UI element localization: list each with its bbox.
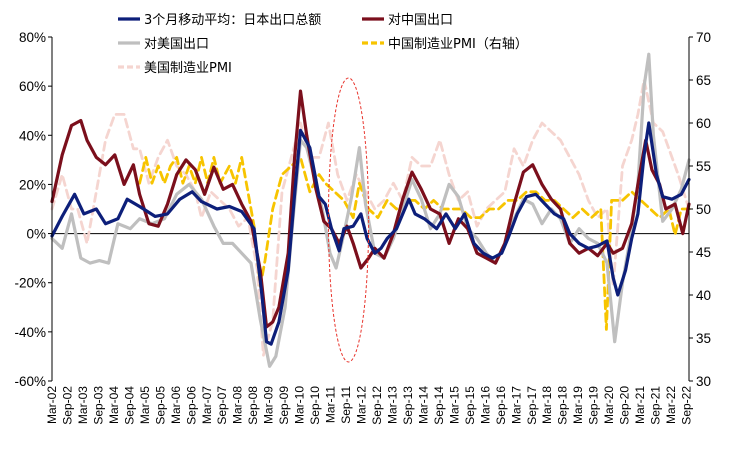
right-tick-label: 60 — [696, 116, 711, 131]
left-tick-label: -60% — [14, 374, 46, 389]
x-tick-label: Sep-16 — [494, 386, 508, 425]
x-tick-label: Mar-08 — [231, 386, 245, 424]
x-tick-label: Mar-04 — [107, 386, 121, 424]
x-tick-label: Sep-11 — [339, 386, 353, 424]
left-tick-label: 20% — [19, 177, 46, 192]
x-tick-label: Mar-03 — [76, 386, 90, 424]
x-tick-label: Sep-15 — [463, 386, 477, 425]
highlight-ellipse — [327, 77, 370, 363]
x-tick-label: Mar-09 — [262, 386, 276, 424]
x-tick-label: Mar-22 — [664, 386, 678, 424]
x-tick-label: Mar-14 — [416, 386, 430, 424]
x-tick-label: Mar-20 — [602, 386, 616, 424]
highlight-layer — [327, 77, 370, 363]
x-tick-label: Sep-08 — [246, 386, 260, 425]
x-tick-label: Sep-21 — [649, 386, 663, 425]
series-layer — [50, 52, 691, 368]
left-tick-label: -20% — [14, 276, 46, 291]
x-tick-label: Mar-17 — [509, 386, 523, 424]
x-tick-label: Sep-02 — [61, 386, 75, 425]
x-tick-label: Sep-09 — [277, 386, 291, 425]
x-tick-label: Mar-10 — [293, 386, 307, 424]
legend-label-2: 对美国出口 — [144, 37, 209, 52]
x-tick-label: Mar-15 — [447, 386, 461, 424]
x-tick-label: Mar-21 — [633, 386, 647, 424]
axis-layer: 80% 60% 40% 20% 0% -20% -40% -60% 70 65 60 55 50 45 40… — [14, 30, 711, 425]
series-line-3 — [138, 156, 691, 331]
legend-label-4: 美国制造业PMI — [144, 61, 232, 76]
x-tick-label: Mar-02 — [45, 386, 59, 424]
x-tick-label: Sep-12 — [370, 386, 384, 425]
x-tick-label: Sep-10 — [308, 386, 322, 425]
x-tick-label: Sep-06 — [184, 386, 198, 425]
x-tick-label: Mar-12 — [355, 386, 369, 424]
legend-label-3: 中国制造业PMI（右轴） — [388, 37, 528, 52]
x-tick-label: Mar-13 — [386, 386, 400, 424]
x-tick-label: Sep-17 — [525, 386, 539, 425]
x-tick-label: Mar-19 — [571, 386, 585, 424]
x-tick-label: Sep-19 — [587, 386, 601, 425]
x-tick-label: Sep-13 — [401, 386, 415, 425]
x-tick-label: Sep-18 — [556, 386, 570, 425]
series-line-4 — [50, 78, 691, 357]
series-line-0 — [50, 121, 691, 346]
x-tick-label: Mar-11 — [324, 386, 338, 423]
x-tick-label: Mar-18 — [540, 386, 554, 424]
x-tick-label: Sep-05 — [153, 386, 167, 425]
x-tick-label: Sep-14 — [432, 386, 446, 425]
left-tick-label: 0% — [26, 227, 46, 242]
x-tick-label: Mar-05 — [138, 386, 152, 424]
x-tick-label: Sep-22 — [680, 386, 694, 425]
left-tick-label: -40% — [14, 325, 46, 340]
right-tick-label: 65 — [696, 73, 711, 88]
right-tick-label: 70 — [696, 30, 711, 45]
x-tick-label: Sep-03 — [91, 386, 105, 425]
left-tick-label: 40% — [19, 128, 46, 143]
x-tick-label: Mar-16 — [478, 386, 492, 424]
right-tick-label: 55 — [696, 159, 711, 174]
right-tick-label: 50 — [696, 202, 711, 217]
x-tick-label: Sep-07 — [215, 386, 229, 425]
x-tick-label: Mar-07 — [200, 386, 214, 424]
x-tick-label: Sep-20 — [618, 386, 632, 425]
right-tick-label: 35 — [696, 331, 711, 346]
x-tick-label: Sep-04 — [122, 386, 136, 425]
legend-label-1: 对中国出口 — [388, 13, 453, 28]
left-tick-label: 80% — [19, 30, 46, 45]
x-tick-label: Mar-06 — [169, 386, 183, 424]
legend-label-0: 3个月移动平均：日本出口总额 — [144, 13, 321, 28]
right-tick-label: 40 — [696, 288, 711, 303]
left-tick-label: 60% — [19, 79, 46, 94]
right-tick-label: 30 — [696, 374, 711, 389]
right-tick-label: 45 — [696, 245, 711, 260]
